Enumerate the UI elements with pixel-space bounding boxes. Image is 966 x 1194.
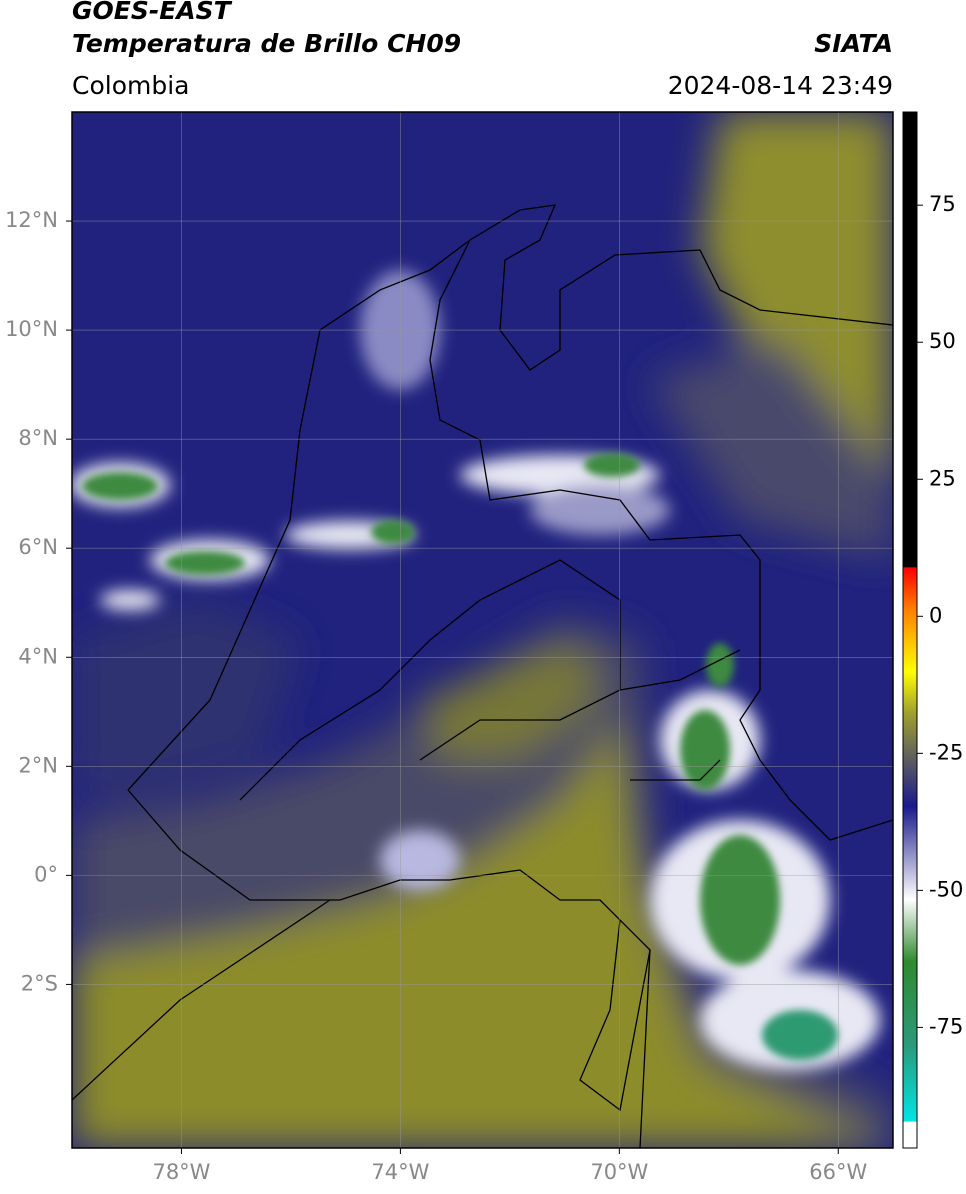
region-label: Colombia bbox=[72, 71, 189, 100]
y-tick-label: 2°N bbox=[18, 753, 58, 777]
y-tick-label: 10°N bbox=[5, 317, 58, 341]
x-tick-label: 78°W bbox=[152, 1160, 210, 1184]
product-title: Temperatura de Brillo CH09 bbox=[72, 29, 461, 58]
datetime-label: 2024-08-14 23:49 bbox=[668, 71, 893, 100]
y-tick-label: 12°N bbox=[5, 208, 58, 232]
x-tick-label: 66°W bbox=[809, 1160, 867, 1184]
x-tick-label: 74°W bbox=[371, 1160, 429, 1184]
y-tick-label: 2°S bbox=[21, 971, 58, 995]
colorbar-tick-label: -50 bbox=[929, 877, 963, 901]
borders bbox=[72, 204, 893, 1148]
y-tick-label: 0° bbox=[34, 862, 58, 886]
y-tick-label: 6°N bbox=[18, 535, 58, 559]
source-label: SIATA bbox=[814, 29, 893, 58]
colorbar-tick-label: 50 bbox=[929, 329, 956, 353]
x-tick-label: 70°W bbox=[590, 1160, 648, 1184]
map-frame bbox=[71, 111, 894, 1149]
colorbar-tick-label: 0 bbox=[929, 603, 942, 627]
colorbar-tick-label: -25 bbox=[929, 740, 963, 764]
colorbar-tick-label: -75 bbox=[929, 1014, 963, 1038]
colorbar bbox=[902, 111, 918, 1149]
colorbar-tick-label: 25 bbox=[929, 466, 956, 490]
colorbar-tick-label: 75 bbox=[929, 192, 956, 216]
satellite-title: GOES-EAST bbox=[72, 0, 233, 25]
y-tick-label: 8°N bbox=[18, 426, 58, 450]
satellite-image bbox=[72, 112, 893, 1148]
y-tick-label: 4°N bbox=[18, 644, 58, 668]
